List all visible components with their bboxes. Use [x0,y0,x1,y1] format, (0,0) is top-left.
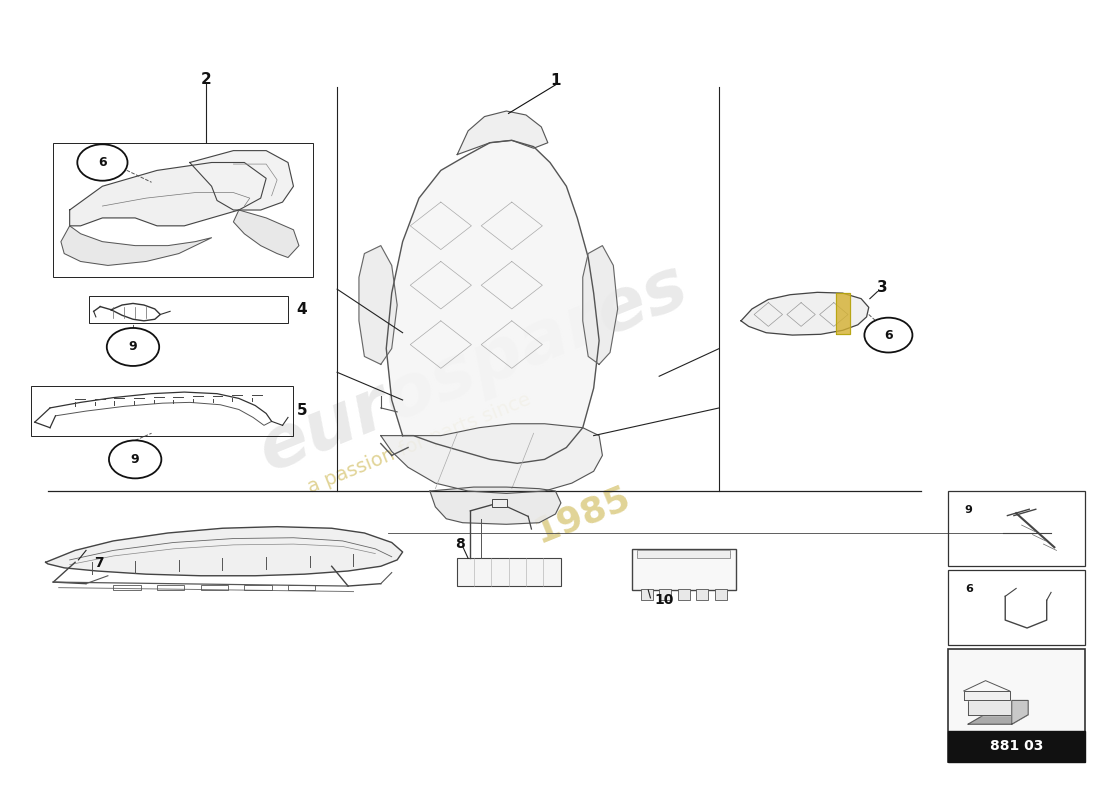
Polygon shape [968,714,1028,724]
Polygon shape [386,140,600,463]
Bar [492,499,507,507]
Text: 9: 9 [965,506,972,515]
Text: 2: 2 [200,72,211,87]
Bar [948,491,1085,566]
Polygon shape [69,162,266,226]
Text: 1: 1 [550,74,561,89]
Text: 6: 6 [884,329,893,342]
Text: 9: 9 [131,453,140,466]
Bar [631,549,736,590]
Polygon shape [430,487,561,524]
Text: 4: 4 [297,302,307,318]
Text: 10: 10 [654,594,674,607]
Bar [32,386,294,436]
Text: 8: 8 [455,537,465,551]
Polygon shape [45,526,403,576]
Bar [637,550,730,558]
Polygon shape [1012,701,1028,724]
Bar [244,586,272,590]
Text: 1985: 1985 [530,480,636,550]
Bar [948,650,1085,762]
Text: 5: 5 [297,402,307,418]
Circle shape [109,440,162,478]
Polygon shape [60,226,211,266]
Bar [89,296,288,323]
Circle shape [865,318,912,353]
Bar [678,590,690,599]
Circle shape [107,328,160,366]
Bar [948,570,1085,646]
Bar [696,590,708,599]
Text: 7: 7 [94,556,103,570]
Bar [659,590,671,599]
Polygon shape [948,730,1085,762]
Polygon shape [189,150,294,210]
Bar [200,586,228,590]
Polygon shape [968,701,1012,714]
Text: 9: 9 [129,341,138,354]
Text: 3: 3 [878,280,888,295]
Polygon shape [233,210,299,258]
Polygon shape [458,111,548,154]
Bar [458,558,561,586]
Polygon shape [381,424,603,494]
Bar [640,590,652,599]
Text: a passion for parts since: a passion for parts since [305,390,534,497]
Polygon shape [359,246,397,364]
Polygon shape [836,293,850,334]
Polygon shape [741,292,869,335]
Bar [113,586,141,590]
Text: 6: 6 [965,585,972,594]
Text: eurospares: eurospares [249,250,698,486]
Polygon shape [583,246,618,364]
Bar [288,586,316,590]
Bar [715,590,727,599]
Text: 881 03: 881 03 [990,739,1044,754]
Text: 6: 6 [98,156,107,169]
Polygon shape [964,691,1010,701]
Bar [53,142,314,278]
Circle shape [77,144,128,181]
Bar [157,586,185,590]
